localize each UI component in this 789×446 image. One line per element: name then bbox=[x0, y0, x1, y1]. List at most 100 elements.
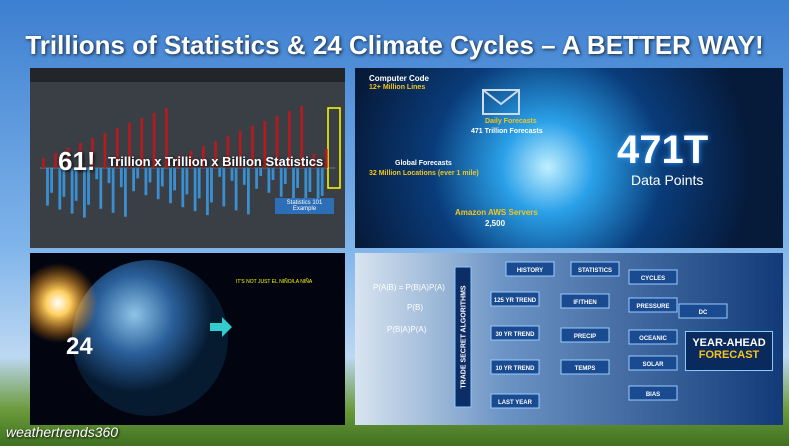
bar-decoration bbox=[300, 106, 304, 168]
box-line: Statistics 101 bbox=[286, 200, 323, 206]
item-detail: 12+ Million Lines bbox=[369, 84, 426, 91]
bar-decoration bbox=[124, 168, 127, 217]
bar-decoration bbox=[54, 153, 58, 168]
flow-node bbox=[628, 297, 678, 313]
bar-decoration bbox=[288, 111, 291, 168]
flow-node-label: 10 YR TREND bbox=[496, 366, 536, 372]
bar-decoration bbox=[62, 168, 66, 197]
flow-node bbox=[505, 261, 555, 277]
bar-decoration bbox=[70, 168, 74, 214]
flow-node bbox=[570, 261, 620, 277]
bar-decoration bbox=[91, 138, 94, 168]
side-label: TRADE SECRET ALGORITHMS bbox=[460, 285, 468, 389]
bar-decoration bbox=[169, 168, 172, 204]
logo: weathertrends360 bbox=[6, 424, 119, 440]
bar-decoration bbox=[247, 168, 250, 215]
bar-decoration bbox=[185, 168, 189, 195]
bar-decoration bbox=[292, 168, 295, 201]
flow-node-label: LAST YEAR bbox=[498, 400, 533, 406]
envelope-icon bbox=[482, 89, 520, 115]
earth-illustration bbox=[30, 260, 232, 416]
flow-node bbox=[628, 385, 678, 401]
big-number: 24 bbox=[66, 333, 93, 360]
algorithms-panel: HISTORY STATISTICS CYCLES 125 YR TREND IF/TH… bbox=[355, 253, 783, 425]
formula: P(A|B) = P(B|A)P(A) bbox=[373, 283, 445, 292]
bar-decoration bbox=[181, 168, 185, 208]
flow-node bbox=[560, 327, 610, 343]
flow-node bbox=[628, 355, 678, 371]
flow-node-label: IF/THEN bbox=[573, 300, 596, 306]
bar-decoration bbox=[78, 143, 82, 168]
big-number: 61! bbox=[58, 146, 96, 176]
bar-decoration bbox=[111, 168, 115, 213]
big-caption: Data Points bbox=[631, 172, 704, 188]
bar-decoration bbox=[160, 168, 164, 187]
flow-node-label: 30 YR TREND bbox=[496, 332, 536, 338]
bar-decoration bbox=[58, 168, 62, 210]
bar-decoration bbox=[324, 149, 328, 168]
statistics-panel: 61! Trillion x Trillion x Billion Statis… bbox=[30, 68, 345, 248]
flow-node-label: PRECIP bbox=[574, 334, 596, 340]
bar-decoration bbox=[251, 126, 254, 168]
flowchart: HISTORY STATISTICS CYCLES 125 YR TREND IF/TH… bbox=[454, 261, 728, 409]
bar-decoration bbox=[83, 168, 86, 218]
bar-decoration bbox=[210, 168, 213, 203]
bar-decoration bbox=[259, 168, 263, 176]
bar-decoration bbox=[296, 168, 299, 188]
example-box: Statistics 101 Example bbox=[275, 198, 334, 214]
result-line: YEAR-AHEAD bbox=[692, 337, 766, 349]
big-number: 471T bbox=[617, 128, 709, 172]
bar-decoration bbox=[152, 113, 156, 168]
bar-decoration bbox=[320, 168, 324, 196]
bar-decoration bbox=[50, 168, 53, 193]
bar-decoration bbox=[283, 168, 287, 184]
flow-node-label: OCEANIC bbox=[639, 336, 667, 342]
bar-decoration bbox=[66, 148, 70, 168]
bar-decoration bbox=[115, 128, 119, 168]
bar-decoration bbox=[144, 168, 148, 196]
flow-node-label: HISTORY bbox=[517, 268, 543, 274]
bar-decoration bbox=[308, 168, 312, 192]
bar-decoration bbox=[263, 121, 267, 168]
bar-decoration bbox=[74, 168, 78, 201]
bar-decoration bbox=[156, 168, 160, 200]
bar-decoration bbox=[218, 168, 222, 177]
result-box: YEAR-AHEAD FORECAST bbox=[685, 331, 773, 371]
bar-decoration bbox=[226, 136, 230, 168]
bar-decoration bbox=[201, 146, 205, 168]
flow-node bbox=[490, 291, 540, 307]
bar-decoration bbox=[46, 168, 49, 206]
bar-decoration bbox=[87, 168, 90, 205]
heading: IT'S NOT JUST EL NIÑO/LA NIÑA bbox=[236, 279, 313, 285]
bar-decoration bbox=[173, 168, 176, 191]
bar-decoration bbox=[316, 168, 320, 209]
item-label: Daily Forecasts bbox=[485, 118, 537, 125]
bar-decoration bbox=[238, 131, 242, 168]
flow-node bbox=[560, 293, 610, 309]
formula: P(B) bbox=[407, 303, 423, 312]
bar-decoration bbox=[42, 158, 45, 168]
bar-decoration bbox=[103, 133, 107, 168]
bar-decoration bbox=[128, 123, 131, 168]
bar-decoration bbox=[95, 168, 99, 180]
item-label: Global Forecasts bbox=[395, 160, 452, 167]
bar-decoration bbox=[230, 168, 234, 181]
box-line: Example bbox=[292, 206, 317, 212]
bar-decoration bbox=[271, 168, 275, 180]
item-detail: 2,500 bbox=[485, 219, 506, 228]
bar-decoration bbox=[140, 118, 144, 168]
flow-node-label: TEMPS bbox=[575, 366, 596, 372]
flow-node bbox=[490, 325, 540, 341]
flow-node bbox=[560, 359, 610, 375]
result-line: FORECAST bbox=[698, 349, 760, 361]
bar-decoration bbox=[234, 168, 238, 211]
flow-node-label: 125 YR TREND bbox=[494, 298, 537, 304]
flow-node bbox=[628, 269, 678, 285]
bar-decoration bbox=[148, 168, 152, 183]
bar-decoration bbox=[214, 141, 217, 168]
item-detail: 32 Million Locations (ever 1 mile) bbox=[369, 170, 479, 177]
flow-node bbox=[490, 393, 540, 409]
bar-decoration bbox=[197, 168, 201, 199]
bar-decoration bbox=[119, 168, 123, 188]
bar-decoration bbox=[255, 168, 258, 189]
